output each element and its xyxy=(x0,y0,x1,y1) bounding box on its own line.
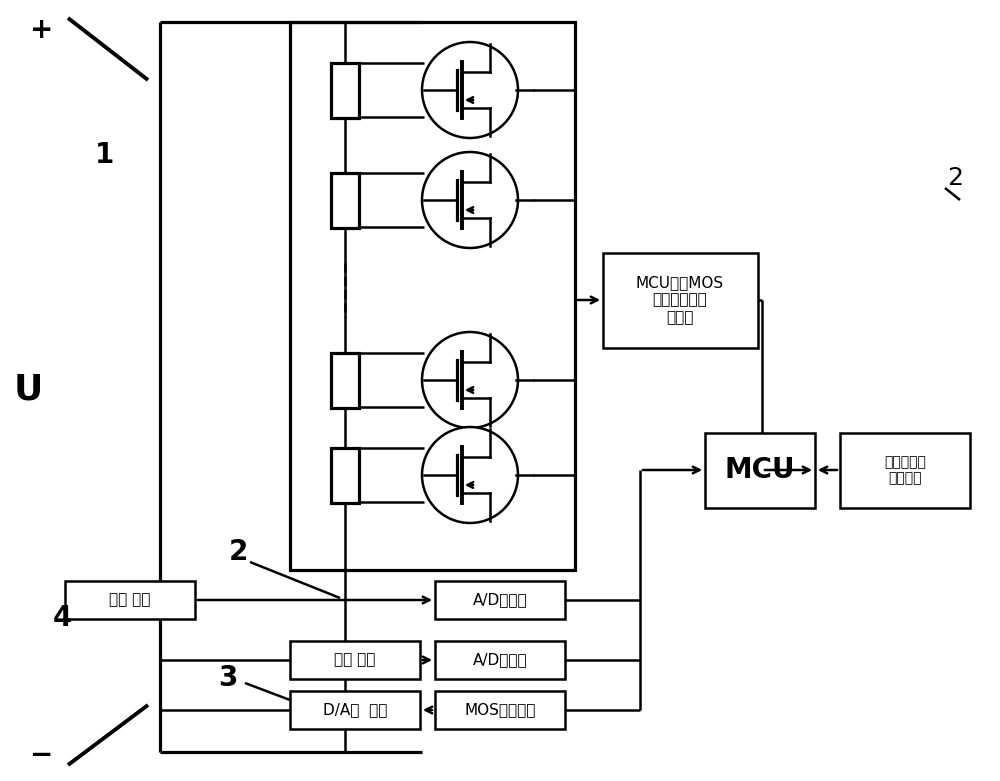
Text: MCU: MCU xyxy=(725,456,795,484)
Bar xyxy=(290,22,575,570)
Bar xyxy=(331,173,359,227)
Bar xyxy=(290,641,420,679)
Text: MCU控制MOS
管通断的位置
和个数: MCU控制MOS 管通断的位置 和个数 xyxy=(636,275,724,325)
Text: 1: 1 xyxy=(95,141,115,169)
Text: 2: 2 xyxy=(947,166,963,190)
Text: 上位机确定
电阔鬻値: 上位机确定 电阔鬻値 xyxy=(884,455,926,485)
Text: 电压 检测: 电压 检测 xyxy=(109,593,151,608)
Bar xyxy=(331,62,359,117)
Bar xyxy=(435,691,565,729)
Text: 3: 3 xyxy=(218,664,238,692)
Bar xyxy=(435,581,565,619)
Text: U: U xyxy=(13,373,43,407)
Text: 2: 2 xyxy=(228,538,248,566)
Text: D/A转  换器: D/A转 换器 xyxy=(323,702,387,718)
Text: −: − xyxy=(30,741,54,769)
Bar xyxy=(331,448,359,502)
Text: A/D转换器: A/D转换器 xyxy=(473,652,527,668)
Bar xyxy=(602,252,758,348)
Bar xyxy=(290,691,420,729)
Circle shape xyxy=(422,332,518,428)
Text: 4: 4 xyxy=(52,604,72,632)
Circle shape xyxy=(422,152,518,248)
Text: +: + xyxy=(30,16,54,44)
Circle shape xyxy=(422,427,518,523)
Text: MOS控制电压: MOS控制电压 xyxy=(464,702,536,718)
Text: 电流 检测: 电流 检测 xyxy=(334,652,376,668)
Bar xyxy=(840,433,970,508)
Text: A/D转换器: A/D转换器 xyxy=(473,593,527,608)
Bar xyxy=(435,641,565,679)
Bar xyxy=(65,581,195,619)
Bar xyxy=(331,352,359,408)
Bar xyxy=(705,433,815,508)
Circle shape xyxy=(422,42,518,138)
